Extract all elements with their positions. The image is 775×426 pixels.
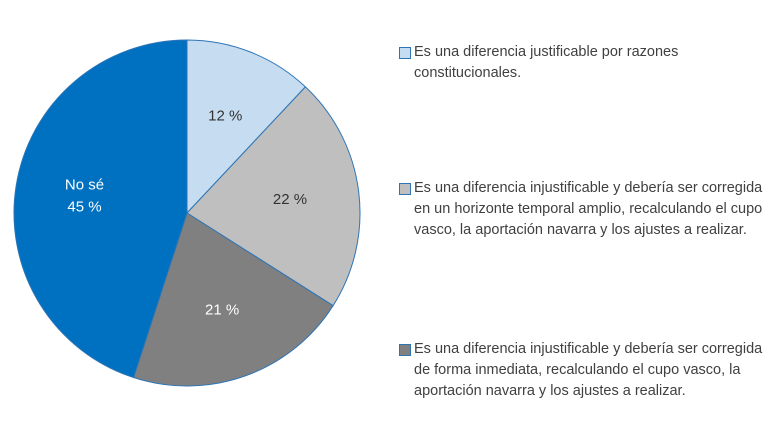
legend-label: Es una diferencia injustificable y deber… — [414, 341, 763, 399]
legend-label: Es una diferencia justificable por razon… — [414, 44, 679, 81]
legend-entry: Es una diferencia injustificable y deber… — [399, 178, 771, 241]
pie-slice — [186, 39, 307, 215]
slice-value-label: 21 % — [205, 302, 239, 319]
legend-entry: Es una diferencia justificable por razon… — [399, 42, 771, 84]
pie-slice — [13, 39, 188, 379]
legend-swatch — [399, 47, 411, 59]
pie-slice — [132, 212, 334, 387]
legend-label: Es una diferencia injustificable y deber… — [414, 180, 763, 238]
slice-value-label: 12 % — [208, 107, 242, 124]
legend-swatch — [399, 344, 411, 356]
legend-entry: Es una diferencia injustificable y deber… — [399, 339, 771, 402]
pie-slice — [186, 86, 361, 307]
legend-swatch — [399, 183, 411, 195]
slice-category-label: No sé — [65, 177, 104, 194]
slice-value-label: 22 % — [273, 191, 307, 208]
slice-value-label: 45 % — [67, 199, 101, 216]
